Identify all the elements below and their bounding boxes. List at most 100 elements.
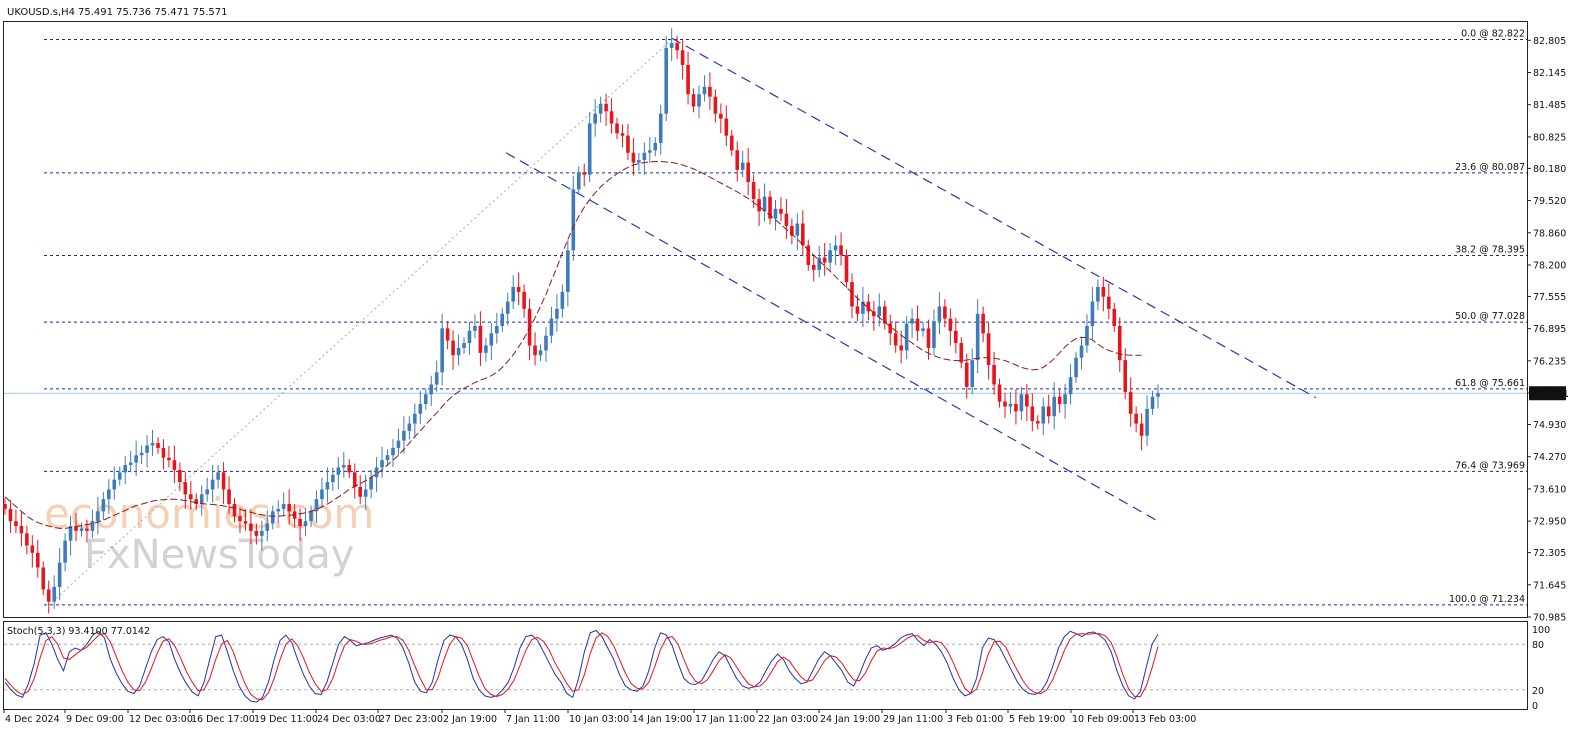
- candle-body: [46, 589, 51, 602]
- candle-body: [451, 340, 455, 356]
- candle-body: [128, 462, 133, 466]
- candle-body: [270, 511, 275, 524]
- candle-body: [571, 189, 576, 251]
- candle-body: [156, 443, 160, 448]
- candle-body: [1134, 413, 1138, 424]
- candle-body: [691, 94, 696, 107]
- candle-body: [773, 208, 778, 219]
- fib-label: 61.8 @ 75.661: [1455, 378, 1525, 389]
- watermark-fxnewstoday: FxNewsToday: [84, 532, 354, 578]
- candle-body: [582, 172, 587, 175]
- candle-body: [910, 318, 914, 324]
- candle-body: [221, 472, 226, 490]
- candle-body: [833, 245, 838, 251]
- candle-body: [478, 325, 483, 353]
- price-tick-label: 81.485: [1533, 100, 1566, 111]
- price-tick-label: 82.145: [1533, 68, 1566, 79]
- current-price-label: 75.571: [1532, 389, 1569, 400]
- price-tick-label: 78.860: [1533, 228, 1566, 239]
- candle-body: [265, 523, 270, 531]
- candle-body: [1096, 286, 1100, 302]
- candle-body: [1046, 406, 1051, 417]
- candle-body: [281, 504, 286, 509]
- candle-body: [888, 323, 893, 334]
- stochastic-oscillator: 100 80 20 0: [4, 625, 1550, 712]
- candle-body: [456, 347, 461, 356]
- candle-body: [1090, 301, 1095, 326]
- channel-upper-line: [671, 37, 1317, 399]
- price-tick-label: 74.270: [1533, 452, 1566, 463]
- candle-body: [757, 199, 761, 212]
- candle-body: [1123, 360, 1128, 392]
- stoch-plot-frame: [3, 621, 1528, 710]
- candle-body: [19, 526, 24, 534]
- candle-body: [341, 465, 346, 468]
- candle-body: [276, 508, 281, 512]
- candle-body: [1003, 401, 1007, 407]
- candle-body: [336, 467, 341, 475]
- candle-body: [3, 504, 7, 509]
- candle-body: [899, 345, 903, 351]
- candle-body: [708, 86, 712, 97]
- candle-body: [243, 521, 248, 524]
- candle-body: [167, 457, 171, 461]
- candle-body: [1107, 296, 1111, 309]
- candle-body: [959, 343, 964, 363]
- candle-body: [423, 394, 428, 405]
- price-tick-label: 72.950: [1533, 517, 1566, 528]
- candle-body: [626, 135, 630, 153]
- candle-body: [79, 528, 84, 531]
- candle-body: [915, 318, 920, 331]
- stoch-tick-label: 80: [1532, 640, 1544, 651]
- candle-body: [970, 360, 975, 387]
- price-tick-label: 79.520: [1533, 196, 1566, 207]
- moving-average-path: [4, 161, 1142, 529]
- candle-body: [1025, 394, 1029, 407]
- candle-body: [604, 103, 608, 112]
- candle-body: [817, 257, 822, 270]
- candle-body: [1101, 286, 1106, 297]
- candle-body: [74, 526, 78, 531]
- stoch-main-line: [4, 629, 1159, 703]
- candle-body: [866, 301, 871, 312]
- fib-label: 50.0 @ 77.028: [1455, 311, 1525, 322]
- candle-body: [462, 343, 466, 348]
- candle-body: [254, 530, 259, 536]
- candle-body: [893, 333, 898, 346]
- candle-body: [41, 567, 46, 590]
- price-tick-label: 74.930: [1533, 420, 1566, 431]
- candle-body: [954, 330, 958, 344]
- price-tick-label: 73.610: [1533, 484, 1566, 495]
- candle-body: [598, 103, 603, 114]
- candle-body: [1112, 308, 1117, 326]
- stoch-title: Stoch(5,3,3) 93.4100 77.0142: [7, 626, 150, 637]
- stoch-tick-label: 0: [1532, 701, 1538, 712]
- candle-body: [587, 123, 592, 175]
- candle-body: [314, 499, 319, 512]
- price-tick-label: 80.180: [1533, 164, 1566, 175]
- candle-body: [287, 504, 291, 512]
- candlestick-series: [3, 28, 1160, 614]
- price-tick-label: 82.805: [1533, 36, 1566, 47]
- candle-body: [232, 504, 237, 517]
- candle-body: [631, 152, 636, 163]
- candle-body: [374, 467, 379, 478]
- candle-body: [505, 301, 510, 314]
- candle-body: [1052, 396, 1056, 417]
- fib-label: 23.6 @ 80.087: [1455, 162, 1525, 173]
- candle-body: [467, 330, 472, 344]
- candle-body: [249, 523, 253, 531]
- candle-body: [407, 423, 412, 431]
- candle-body: [713, 96, 718, 114]
- candle-body: [1014, 404, 1018, 412]
- candle-body: [593, 113, 597, 124]
- candle-body: [440, 328, 444, 373]
- candle-body: [199, 494, 204, 505]
- candle-body: [68, 526, 73, 541]
- candle-body: [63, 540, 67, 563]
- candle-body: [882, 306, 887, 324]
- candle-body: [697, 94, 701, 107]
- candle-body: [642, 152, 647, 161]
- candle-body: [85, 528, 89, 531]
